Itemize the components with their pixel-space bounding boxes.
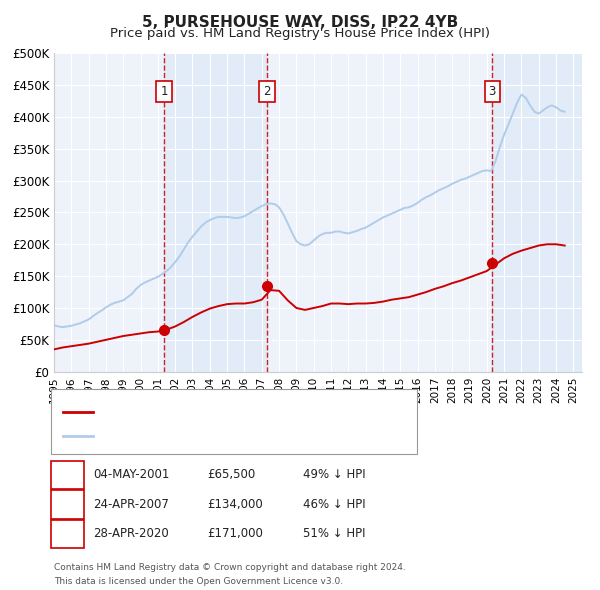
Text: 5, PURSEHOUSE WAY, DISS, IP22 4YB (detached house): 5, PURSEHOUSE WAY, DISS, IP22 4YB (detac… (99, 407, 386, 417)
Text: 51% ↓ HPI: 51% ↓ HPI (303, 527, 365, 540)
Text: 3: 3 (64, 527, 71, 540)
Text: 04-MAY-2001: 04-MAY-2001 (93, 468, 169, 481)
Text: 2: 2 (263, 85, 271, 98)
Text: £171,000: £171,000 (207, 527, 263, 540)
Text: Contains HM Land Registry data © Crown copyright and database right 2024.: Contains HM Land Registry data © Crown c… (54, 563, 406, 572)
Text: 24-APR-2007: 24-APR-2007 (93, 498, 169, 511)
Text: 1: 1 (64, 468, 71, 481)
Text: This data is licensed under the Open Government Licence v3.0.: This data is licensed under the Open Gov… (54, 576, 343, 586)
Text: 46% ↓ HPI: 46% ↓ HPI (303, 498, 365, 511)
Text: 2: 2 (64, 498, 71, 511)
Text: 49% ↓ HPI: 49% ↓ HPI (303, 468, 365, 481)
Bar (493, 53, 582, 372)
Text: 1: 1 (160, 85, 167, 98)
Text: Price paid vs. HM Land Registry's House Price Index (HPI): Price paid vs. HM Land Registry's House … (110, 27, 490, 40)
Text: £65,500: £65,500 (207, 468, 255, 481)
Text: 28-APR-2020: 28-APR-2020 (93, 527, 169, 540)
Text: 3: 3 (488, 85, 496, 98)
Text: £134,000: £134,000 (207, 498, 263, 511)
Bar (164, 53, 267, 372)
Text: 5, PURSEHOUSE WAY, DISS, IP22 4YB: 5, PURSEHOUSE WAY, DISS, IP22 4YB (142, 15, 458, 30)
Text: HPI: Average price, detached house, South Norfolk: HPI: Average price, detached house, Sout… (99, 431, 363, 441)
